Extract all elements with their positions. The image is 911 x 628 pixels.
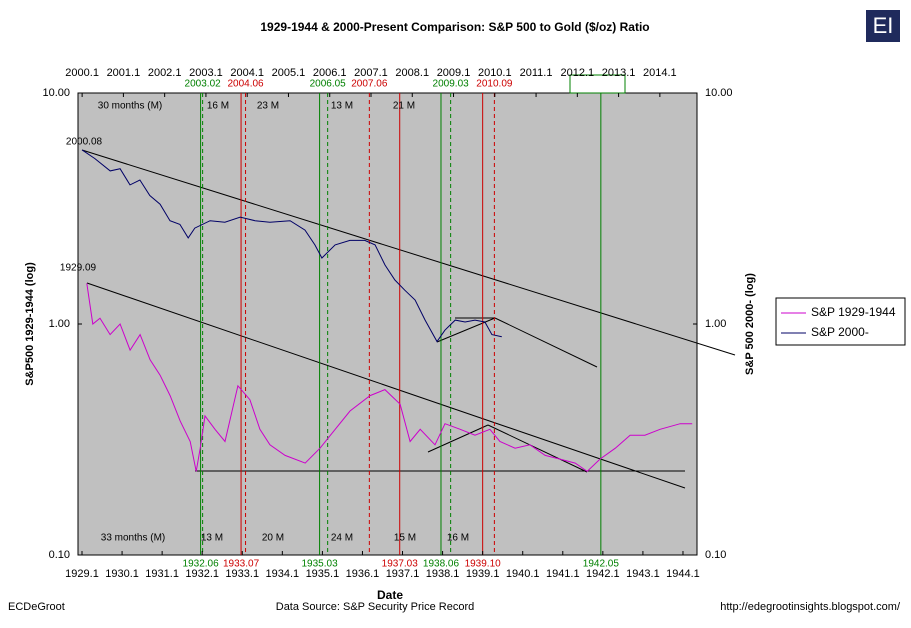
- legend-box: [775, 297, 906, 346]
- footer-right: http://edegrootinsights.blogspot.com/: [720, 601, 901, 613]
- legend-label: S&P 2000-: [811, 325, 869, 339]
- marker-label: 2004.06: [227, 79, 264, 90]
- x-axis-title: Date: [377, 588, 403, 602]
- annotation: 2000.08: [66, 137, 103, 148]
- duration-label: 20 M: [262, 533, 284, 544]
- x-tick-label: 2009.1: [437, 67, 471, 79]
- trend-line: [494, 317, 598, 368]
- x-tick-label: 1938.1: [426, 568, 460, 580]
- marker-label: 1932.06: [183, 559, 220, 570]
- x-tick-label: 2008.1: [395, 67, 429, 79]
- logo-box: [866, 10, 900, 42]
- duration-label: 15 M: [394, 533, 416, 544]
- legend-label: S&P 1929-1944: [811, 305, 896, 319]
- y-tick-label: 10.00: [42, 87, 70, 99]
- marker-label: 2010.09: [476, 79, 513, 90]
- x-tick-label: 1930.1: [105, 568, 139, 580]
- trend-line: [81, 149, 736, 356]
- x-tick-label: 1937.1: [386, 568, 420, 580]
- x-tick-label: 1929.1: [65, 568, 99, 580]
- y-tick-label: 10.00: [705, 87, 733, 99]
- x-tick-label: 2000.1: [65, 67, 99, 79]
- y-tick-label: 0.10: [49, 549, 70, 561]
- x-tick-label: 2002.1: [148, 67, 182, 79]
- duration-label: 13 M: [201, 533, 223, 544]
- marker-label: 1935.03: [302, 559, 339, 570]
- marker-label: 2009.03: [433, 79, 470, 90]
- trend-line: [427, 424, 489, 453]
- y-tick-label: 1.00: [49, 318, 70, 330]
- x-tick-label: 1936.1: [346, 568, 380, 580]
- marker-label: 1939.10: [465, 559, 502, 570]
- marker-label: 2007.06: [351, 79, 388, 90]
- duration-label: 24 M: [331, 533, 353, 544]
- x-tick-label: 1932.1: [185, 568, 219, 580]
- x-tick-label: 1939.1: [466, 568, 500, 580]
- x-tick-label: 2006.1: [313, 67, 347, 79]
- annotation: 1929.09: [60, 263, 97, 274]
- x-tick-label: 2014.1: [643, 67, 677, 79]
- series-line: [86, 283, 693, 473]
- y-tick-label: 0.10: [705, 549, 726, 561]
- plot-area: [77, 92, 698, 556]
- marker-label: 1933.07: [223, 559, 260, 570]
- x-tick-label: 1943.1: [626, 568, 660, 580]
- y2-axis-title: S&P 500 2000- (log): [744, 273, 756, 375]
- marker-label: 1938.06: [423, 559, 460, 570]
- series-line: [81, 149, 502, 343]
- footer-center: Data Source: S&P Security Price Record: [276, 601, 475, 613]
- marker-label: 2006.05: [310, 79, 347, 90]
- x-tick-label: 2004.1: [230, 67, 264, 79]
- x-tick-label: 1940.1: [506, 568, 540, 580]
- x-tick-label: 2012.1: [560, 67, 594, 79]
- trend-line: [86, 282, 686, 489]
- marker-label: 1942.05: [583, 559, 620, 570]
- x-tick-label: 1935.1: [306, 568, 340, 580]
- x-tick-label: 2013.1: [602, 67, 636, 79]
- x-tick-label: 2010.1: [478, 67, 512, 79]
- logo: EI: [873, 13, 894, 38]
- duration-label: 21 M: [393, 101, 415, 112]
- x-tick-label: 1942.1: [586, 568, 620, 580]
- x-tick-label: 1941.1: [546, 568, 580, 580]
- x-tick-label: 1944.1: [666, 568, 700, 580]
- highlight-box: [569, 74, 626, 94]
- duration-label: 16 M: [207, 101, 229, 112]
- marker-label: 2003.02: [185, 79, 222, 90]
- duration-label: 23 M: [257, 101, 279, 112]
- x-tick-label: 1933.1: [225, 568, 259, 580]
- x-tick-label: 2003.1: [189, 67, 223, 79]
- x-tick-label: 1934.1: [266, 568, 300, 580]
- duration-label: 33 months (M): [101, 533, 165, 544]
- marker-label: 1937.03: [382, 559, 419, 570]
- y-tick-label: 1.00: [705, 318, 726, 330]
- x-tick-label: 2001.1: [107, 67, 141, 79]
- trend-line: [487, 424, 588, 473]
- trend-lines: [81, 149, 736, 489]
- duration-label: 16 M: [447, 533, 469, 544]
- footer-left: ECDeGroot: [8, 601, 65, 613]
- x-tick-label: 1931.1: [145, 568, 179, 580]
- x-tick-label: 2007.1: [354, 67, 388, 79]
- duration-label: 30 months (M): [98, 101, 162, 112]
- duration-label: 13 M: [331, 101, 353, 112]
- x-tick-label: 2011.1: [520, 67, 553, 79]
- y-axis-title: S&P500 1929-1944 (log): [24, 262, 36, 386]
- x-tick-label: 2005.1: [272, 67, 306, 79]
- chart-title: 1929-1944 & 2000-Present Comparison: S&P…: [260, 20, 649, 34]
